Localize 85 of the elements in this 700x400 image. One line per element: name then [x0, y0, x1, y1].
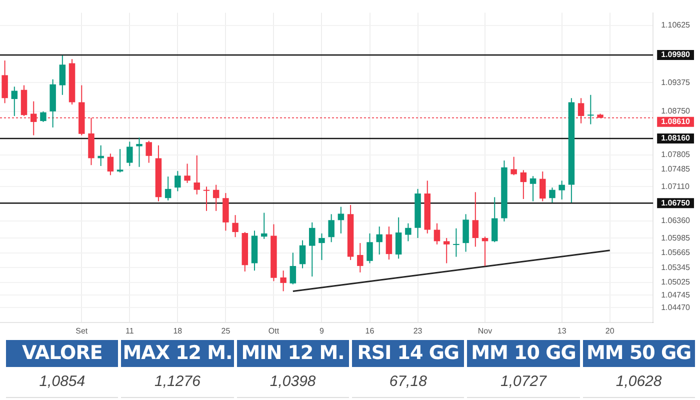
y-tick-label: 1.05985: [661, 233, 691, 242]
candlestick: [164, 176, 172, 201]
x-tick-label: 9: [320, 326, 325, 336]
x-tick-label: 23: [413, 326, 423, 336]
candlestick: [212, 184, 220, 212]
candlestick: [357, 242, 364, 273]
candlestick: [472, 192, 479, 248]
y-tick-label: 1.07485: [661, 164, 691, 174]
candlestick: [309, 222, 316, 278]
candlestick: [290, 252, 296, 285]
candlestick: [453, 228, 460, 258]
candlestick: [491, 196, 498, 243]
x-tick-label: 20: [605, 326, 615, 336]
x-tick-label: 16: [365, 326, 375, 336]
candlestick: [136, 137, 142, 168]
candlestick: [482, 236, 488, 266]
y-tick-label: 1.04470: [661, 302, 691, 312]
candlestick: [395, 216, 402, 260]
candlestick: [462, 214, 469, 252]
y-tick-label: 1.05665: [661, 248, 691, 258]
candlestick: [558, 180, 565, 200]
candlestick: [40, 110, 46, 122]
ref-line-label: 1.06750: [661, 198, 691, 208]
candlestick: [318, 232, 325, 261]
y-tick-label: 1.10625: [661, 20, 691, 30]
category-label: MAX 12 M.: [121, 340, 234, 367]
category-label: MM 50 GG: [582, 340, 695, 367]
category-label: MIN 12 M.: [236, 340, 349, 367]
x-tick-label: 11: [126, 326, 134, 336]
x-tick-label: 25: [221, 326, 231, 336]
candlestick: [107, 153, 114, 176]
candlestick: [184, 163, 190, 184]
candlestick: [203, 186, 210, 212]
candlestick: [59, 54, 66, 96]
y-tick-label: 1.05025: [661, 277, 691, 286]
candlestick: [174, 170, 181, 192]
candlestick: [126, 141, 133, 166]
category-label: RSI 14 GG: [352, 340, 464, 367]
candlestick: [98, 144, 104, 166]
candlestick: [328, 214, 334, 243]
candlestick: [520, 170, 527, 200]
text: 1,1276: [154, 373, 200, 390]
text: 1,0398: [270, 373, 316, 390]
candlestick: [194, 154, 200, 195]
text: 1,0727: [500, 373, 546, 390]
x-tick-label: Nov: [478, 326, 492, 336]
ref-line-label: 1.08160: [661, 134, 691, 143]
candlestick: [146, 140, 152, 164]
category-label: MM 10 GG: [467, 340, 580, 367]
y-tick-label: 1.07110: [661, 182, 690, 191]
candlestick: [366, 232, 373, 264]
candlestick: [338, 206, 344, 234]
candlestick: [405, 222, 412, 242]
x-tick-label: Ott: [268, 326, 280, 336]
candlestick: [376, 226, 382, 256]
candlestick: [280, 270, 286, 292]
category-label: VALORE: [6, 340, 118, 367]
y-tick-label: 1.04745: [661, 290, 691, 300]
candlestick: [232, 214, 238, 238]
ref-line-label: 1.09980: [661, 50, 691, 60]
candlestick: [443, 238, 450, 264]
candlestick: [386, 226, 392, 260]
x-tick-label: 13: [557, 326, 567, 336]
candlestick: [116, 148, 124, 173]
candlestick: [540, 171, 546, 202]
candlestick: [11, 86, 18, 116]
candlestick: [434, 222, 440, 245]
candlestick: [549, 187, 556, 204]
y-tick-label: 1.08750: [661, 106, 691, 116]
candlestick: [510, 156, 517, 176]
text: 1,0854: [39, 373, 86, 390]
x-tick-label: 18: [173, 326, 183, 336]
y-tick-label: 1.06360: [661, 216, 691, 226]
candlestick: [2, 60, 8, 104]
y-tick-label: 1.07805: [661, 150, 691, 159]
x-tick-label: Set: [76, 326, 88, 336]
ref-line-label: 1.08610: [661, 117, 691, 126]
y-tick-label: 1.05345: [661, 262, 691, 272]
candlestick: [299, 240, 306, 269]
candlestick: [260, 212, 268, 240]
y-tick-label: 1.09375: [661, 78, 691, 87]
candlestick: [588, 94, 594, 125]
candlestick: [530, 176, 536, 202]
text: 67,18: [389, 373, 427, 390]
text: 1,0628: [616, 373, 662, 390]
